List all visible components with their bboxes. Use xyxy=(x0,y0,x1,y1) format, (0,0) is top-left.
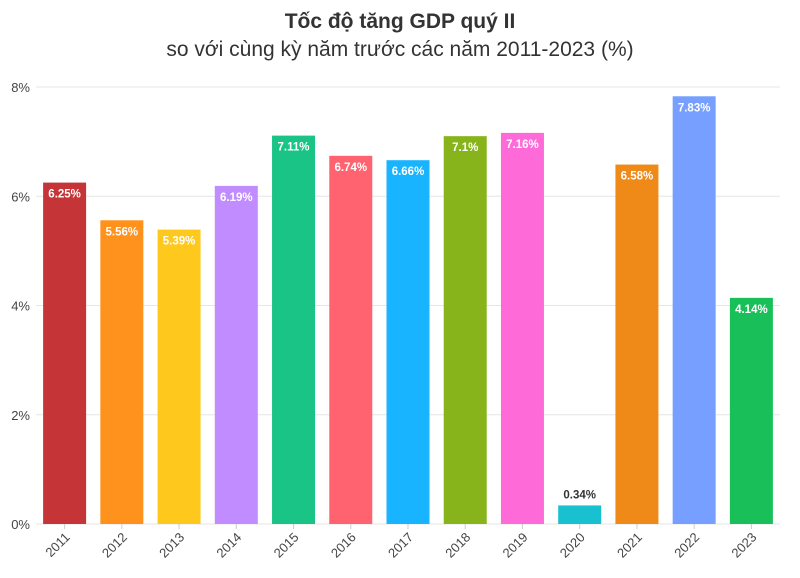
data-label: 7.83% xyxy=(678,102,711,114)
data-label: 7.11% xyxy=(278,142,310,154)
bar-2021 xyxy=(615,164,659,524)
bar-2015 xyxy=(272,135,316,524)
bar-2016 xyxy=(329,155,373,524)
data-label: 0.34% xyxy=(563,489,596,501)
x-tick-label: 2011 xyxy=(42,530,72,560)
x-tick-label: 2023 xyxy=(728,530,759,561)
x-tick-label: 2020 xyxy=(557,530,588,561)
y-tick-label: 4% xyxy=(11,299,30,314)
y-tick-label: 2% xyxy=(11,408,30,423)
chart-title: Tốc độ tăng GDP quý II xyxy=(284,10,516,33)
bar-2020 xyxy=(558,505,602,524)
bar-2022 xyxy=(672,96,716,524)
data-label: 7.1% xyxy=(452,142,478,154)
x-tick-label: 2016 xyxy=(328,530,359,561)
x-tick-label: 2012 xyxy=(99,530,130,561)
data-label: 6.74% xyxy=(334,162,367,174)
x-tick-label: 2017 xyxy=(385,530,416,561)
bar-2019 xyxy=(500,132,544,524)
bar-2012 xyxy=(100,220,144,524)
bar-2011 xyxy=(43,182,87,524)
y-tick-label: 6% xyxy=(11,189,30,204)
data-label: 6.58% xyxy=(621,171,654,183)
x-tick-label: 2022 xyxy=(671,530,702,561)
x-tick-label: 2014 xyxy=(213,530,244,561)
data-label: 5.39% xyxy=(163,236,196,248)
bar-2017 xyxy=(386,160,430,524)
data-label: 6.66% xyxy=(392,166,425,178)
bar-2014 xyxy=(214,185,258,524)
data-label: 5.56% xyxy=(106,226,139,238)
y-tick-label: 0% xyxy=(11,517,30,532)
x-tick-label: 2018 xyxy=(442,530,473,561)
data-label: 6.25% xyxy=(48,189,81,201)
bar-2018 xyxy=(443,136,487,524)
x-tick-label: 2019 xyxy=(500,530,531,561)
x-tick-label: 2013 xyxy=(156,530,187,561)
bar-2023 xyxy=(729,297,773,524)
data-label: 6.19% xyxy=(220,192,253,204)
bar-2013 xyxy=(157,229,201,525)
data-label: 7.16% xyxy=(506,139,539,151)
x-tick-label: 2021 xyxy=(614,530,645,561)
x-tick-label: 2015 xyxy=(271,530,302,561)
chart-subtitle: so với cùng kỳ năm trước các năm 2011-20… xyxy=(166,38,634,61)
y-tick-label: 8% xyxy=(11,80,30,95)
data-label: 4.14% xyxy=(735,304,768,316)
